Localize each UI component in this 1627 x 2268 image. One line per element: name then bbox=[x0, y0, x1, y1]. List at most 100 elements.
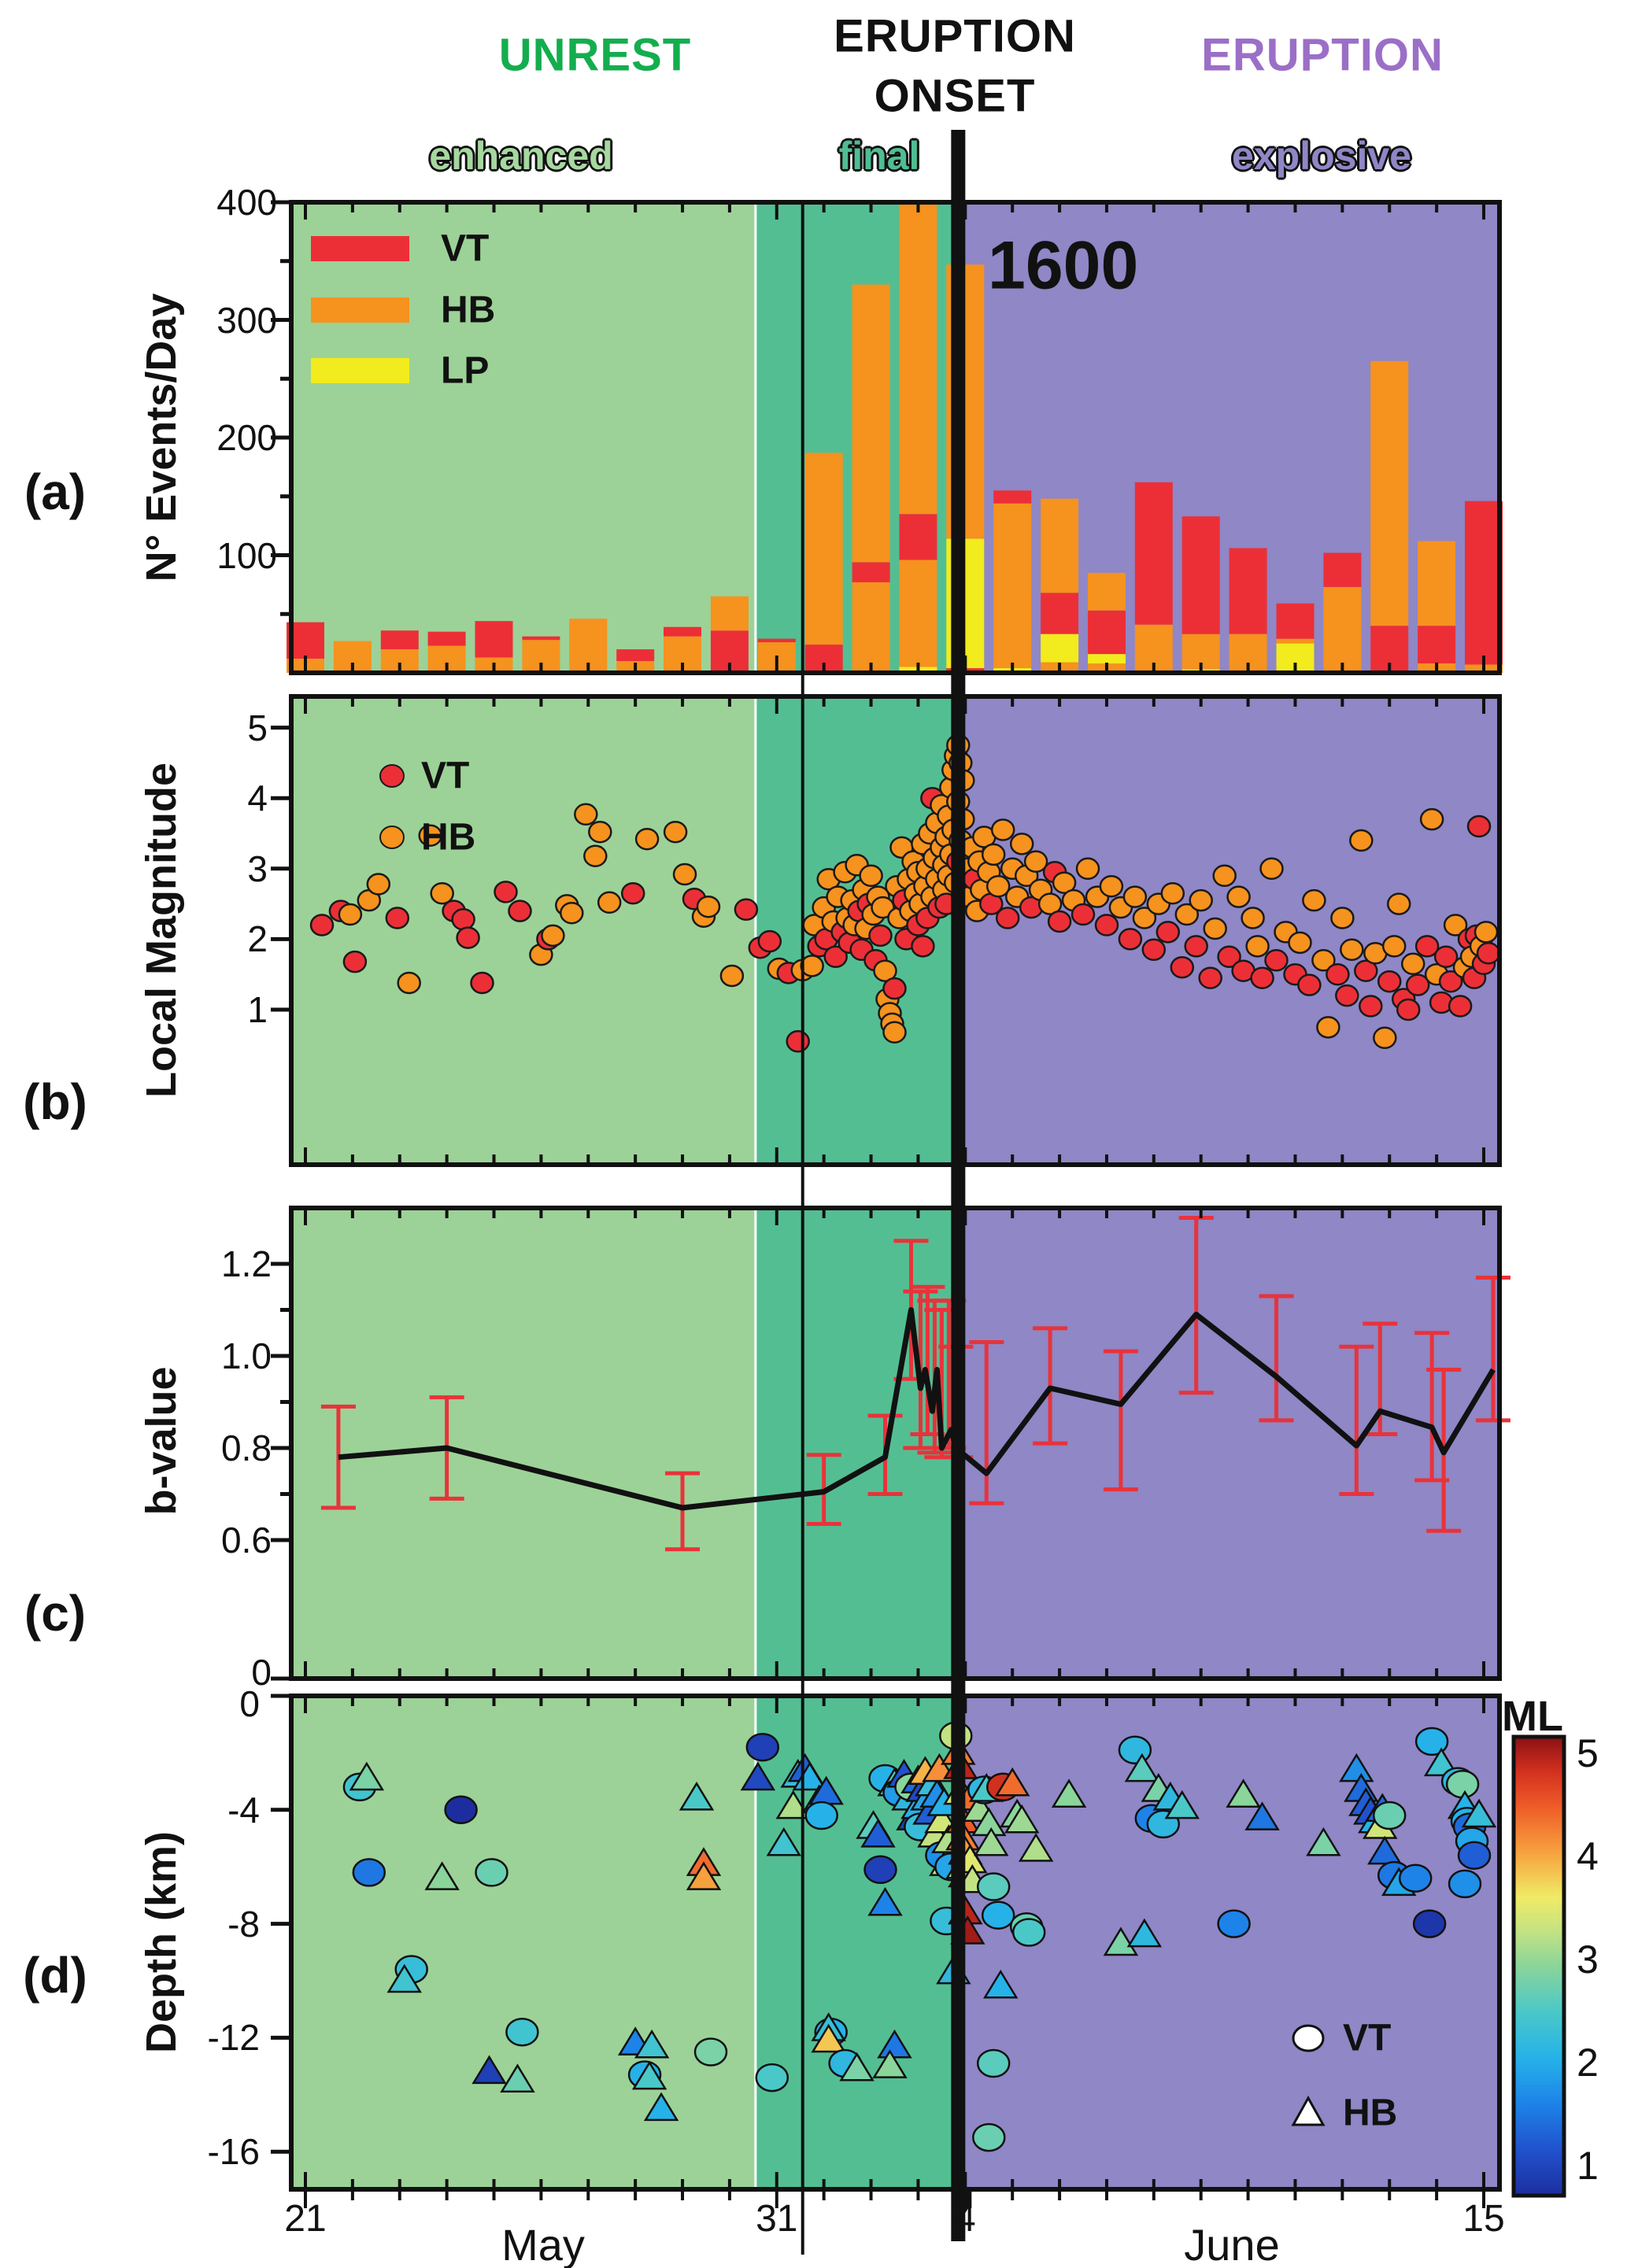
depth-point-triangle-hb bbox=[811, 2023, 846, 2053]
depth-point-circle-vt bbox=[1412, 1909, 1447, 1938]
magnitude-point-vt bbox=[1264, 949, 1289, 972]
magnitude-point-hb bbox=[583, 844, 608, 867]
bar-segment-hb bbox=[993, 503, 1032, 668]
bar-segment-hb bbox=[1041, 498, 1079, 593]
y-tick-label-c: 0.6 bbox=[221, 1520, 272, 1561]
bar-segment-lp bbox=[1088, 654, 1126, 664]
depth-point-triangle-hb bbox=[631, 2060, 667, 2090]
title-unrest: UNREST bbox=[498, 29, 692, 81]
magnitude-point-vt bbox=[494, 881, 518, 903]
magnitude-point-hb bbox=[634, 827, 660, 851]
legend-d-vt-label: VT bbox=[1343, 2017, 1392, 2059]
magnitude-point-hb bbox=[541, 924, 565, 947]
depth-point-triangle-hb bbox=[500, 2063, 535, 2093]
magnitude-point-hb bbox=[990, 818, 1015, 841]
depth-point-circle-vt bbox=[981, 1900, 1015, 1930]
bar-segment-hb bbox=[1088, 572, 1126, 611]
ylabel-depth-km: Depth (km) bbox=[138, 1831, 185, 2053]
panel-c-border bbox=[289, 1206, 1502, 1681]
legend-d-hb-label: HB bbox=[1343, 2092, 1398, 2134]
ml-colorbar bbox=[1511, 1734, 1566, 2198]
depth-point-circle-vt bbox=[755, 2063, 789, 2093]
region-eruption-explosive bbox=[958, 696, 1499, 1165]
magnitude-point-hb bbox=[1160, 881, 1185, 905]
panel-a-background bbox=[291, 202, 1499, 673]
region-unrest-enhanced bbox=[291, 1696, 756, 2189]
magnitude-point-vt bbox=[995, 907, 1020, 929]
panel-d-border bbox=[289, 1694, 1502, 2192]
legend-a-hb-label: HB bbox=[441, 289, 496, 331]
y-tick-label-d: -4 bbox=[227, 1789, 260, 1830]
magnitude-point-hb bbox=[1386, 892, 1411, 915]
magnitude-point-hb bbox=[871, 896, 895, 919]
colorbar-tick-label-1: 1 bbox=[1577, 2144, 1599, 2188]
bar-segment-hb bbox=[1323, 586, 1362, 673]
magnitude-point-hb bbox=[418, 824, 442, 847]
magnitude-point-vt bbox=[1448, 995, 1473, 1018]
region-unrest-enhanced bbox=[291, 696, 756, 1165]
depth-point-triangle-hb bbox=[1306, 1827, 1341, 1856]
magnitude-point-vt bbox=[911, 935, 935, 958]
magnitude-point-hb bbox=[859, 864, 883, 888]
magnitude-point-vt bbox=[1047, 910, 1072, 933]
y-tick-label-b: 3 bbox=[247, 848, 268, 889]
magnitude-point-vt bbox=[868, 924, 893, 947]
depth-point-triangle-hb bbox=[1244, 1801, 1280, 1830]
magnitude-point-hb bbox=[981, 843, 1006, 866]
magnitude-point-hb bbox=[1419, 807, 1444, 831]
magnitude-point-hb bbox=[1330, 907, 1355, 929]
magnitude-point-hb bbox=[1189, 888, 1213, 912]
bar-segment-hb bbox=[1276, 638, 1315, 644]
x-tick-label-31: 31 bbox=[756, 2198, 798, 2240]
legend-a-vt-label: VT bbox=[441, 227, 490, 270]
bar-segment-vt bbox=[664, 626, 701, 637]
bar-segment-vt bbox=[380, 630, 419, 650]
magnitude-point-vt bbox=[456, 926, 480, 949]
legend-a-lp-swatch bbox=[311, 358, 409, 383]
panel-b-border bbox=[289, 694, 1502, 1167]
bar-segment-hb bbox=[1370, 360, 1409, 626]
magnitude-point-hb bbox=[1474, 921, 1499, 944]
panel-b-points bbox=[309, 733, 1501, 1053]
depth-point-triangle-hb bbox=[740, 1761, 776, 1791]
magnitude-point-vt bbox=[1414, 935, 1440, 958]
magnitude-point-vt bbox=[1170, 955, 1195, 979]
y-tick-label-d: -8 bbox=[227, 1903, 260, 1945]
month-label-may: May bbox=[501, 2220, 585, 2268]
magnitude-point-vt bbox=[309, 914, 335, 936]
magnitude-point-hb bbox=[1288, 931, 1312, 955]
title-eruption-onset-line1: ERUPTION bbox=[834, 10, 1076, 62]
magnitude-point-vt bbox=[620, 881, 645, 905]
magnitude-point-hb bbox=[1226, 885, 1251, 908]
magnitude-point-vt bbox=[1396, 998, 1421, 1021]
depth-point-triangle-hb bbox=[867, 1886, 903, 1916]
month-label-june: June bbox=[1184, 2220, 1280, 2268]
magnitude-point-hb bbox=[397, 971, 421, 995]
magnitude-point-hb bbox=[800, 955, 824, 977]
region-unrest-final bbox=[755, 1208, 959, 1679]
magnitude-point-vt bbox=[1184, 935, 1208, 958]
depth-point-triangle-hb bbox=[1164, 1790, 1200, 1819]
y-tick-label-c: 0.8 bbox=[221, 1428, 272, 1468]
magnitude-point-vt bbox=[1335, 984, 1359, 1007]
depth-point-circle-vt bbox=[1011, 1918, 1046, 1947]
bar-segment-vt bbox=[993, 490, 1032, 504]
panel-letter-a: (a) bbox=[24, 464, 87, 520]
depth-point-circle-vt bbox=[352, 1858, 386, 1887]
magnitude-point-hb bbox=[985, 874, 1011, 898]
depth-point-triangle-hb bbox=[994, 1767, 1030, 1797]
depth-point-triangle-hb bbox=[1226, 1779, 1261, 1808]
depth-point-triangle-hb bbox=[839, 2052, 875, 2081]
region-unrest-enhanced bbox=[291, 1208, 756, 1679]
y-tick-label-b: 5 bbox=[247, 707, 268, 748]
y-tick-label-c-zero: 0 bbox=[251, 1652, 272, 1693]
magnitude-point-vt bbox=[1297, 973, 1322, 996]
depth-point-triangle-hb bbox=[872, 2049, 908, 2078]
bar-segment-vt bbox=[1323, 552, 1362, 587]
magnitude-point-vt bbox=[1433, 945, 1459, 969]
magnitude-point-hb bbox=[597, 891, 622, 914]
colorbar-tick-label-3: 3 bbox=[1577, 1937, 1599, 1982]
bar-segment-hb bbox=[1418, 541, 1456, 626]
depth-point-circle-vt bbox=[1448, 1869, 1482, 1899]
